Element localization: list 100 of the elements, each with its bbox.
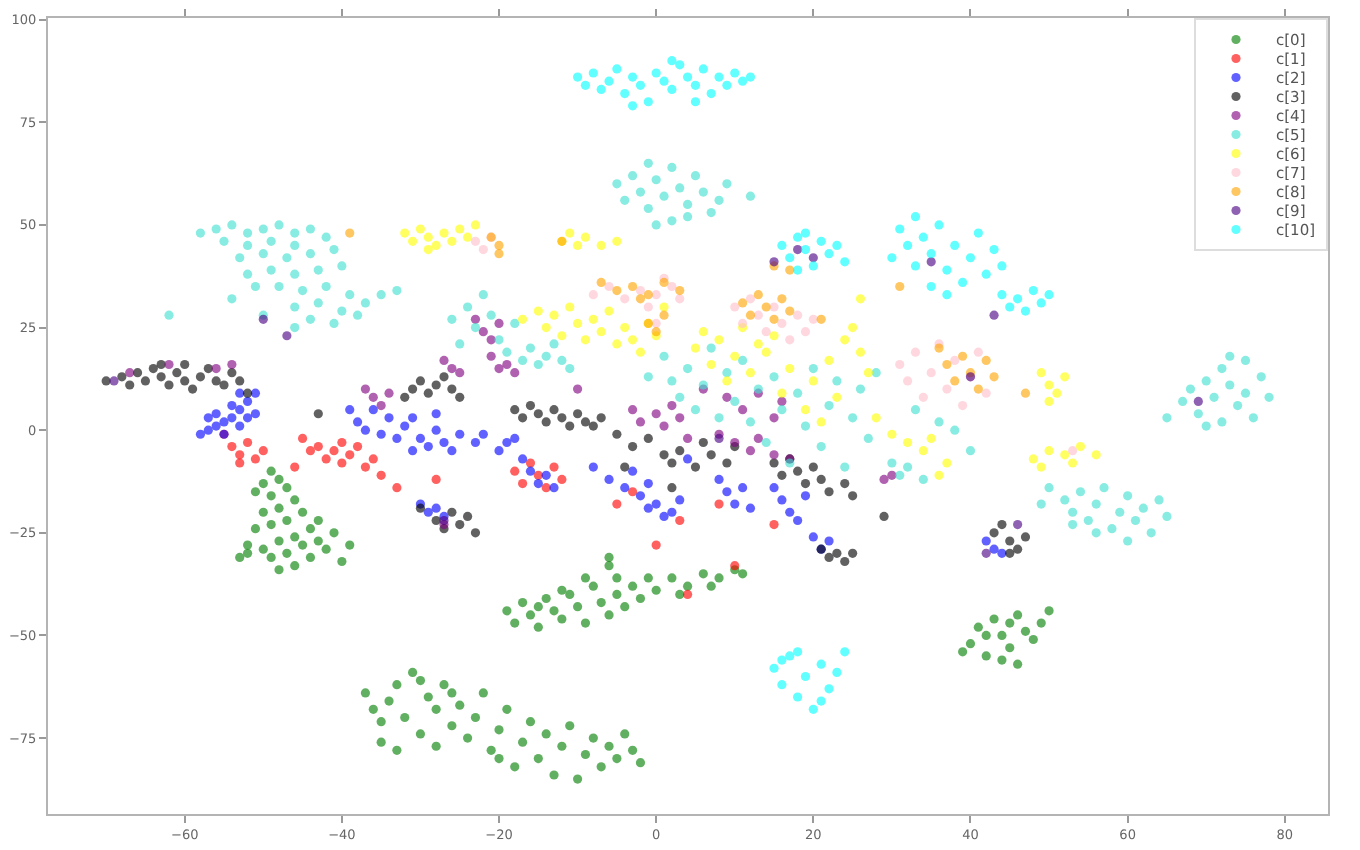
point xyxy=(738,298,748,308)
point xyxy=(1068,446,1078,456)
point xyxy=(981,355,991,365)
point xyxy=(478,327,488,337)
point xyxy=(628,487,638,497)
point xyxy=(360,462,371,472)
point xyxy=(816,314,826,324)
point xyxy=(926,257,936,267)
point xyxy=(502,359,512,370)
point xyxy=(125,368,135,378)
point xyxy=(769,519,779,530)
point xyxy=(1013,519,1023,530)
point xyxy=(510,466,520,476)
point xyxy=(549,462,559,472)
point xyxy=(164,359,174,370)
point xyxy=(109,376,119,386)
point xyxy=(793,310,803,320)
point xyxy=(290,462,300,472)
point xyxy=(431,474,441,485)
point xyxy=(777,318,787,329)
point xyxy=(973,384,983,394)
point xyxy=(525,458,536,468)
point xyxy=(942,384,952,394)
point xyxy=(470,236,481,246)
point xyxy=(596,277,606,287)
point xyxy=(761,327,771,337)
point xyxy=(470,314,481,324)
point xyxy=(447,363,457,374)
point xyxy=(612,499,622,509)
point xyxy=(557,474,567,485)
point xyxy=(345,450,355,460)
point xyxy=(635,294,646,304)
point xyxy=(659,421,669,431)
point xyxy=(981,388,991,398)
point xyxy=(321,454,331,464)
point xyxy=(667,281,677,292)
point xyxy=(745,310,756,320)
point xyxy=(541,483,551,493)
point xyxy=(659,310,669,320)
point xyxy=(643,302,653,312)
point xyxy=(360,384,371,394)
point xyxy=(1020,388,1031,398)
point xyxy=(250,454,261,464)
point xyxy=(337,458,347,468)
point xyxy=(950,376,960,386)
point xyxy=(368,454,378,464)
point xyxy=(1193,396,1203,407)
point xyxy=(926,368,936,378)
point xyxy=(635,417,646,427)
point xyxy=(368,392,378,402)
point xyxy=(242,437,253,448)
point xyxy=(973,347,983,357)
point xyxy=(628,405,638,415)
point xyxy=(651,290,661,300)
point xyxy=(478,244,488,255)
point xyxy=(675,515,685,526)
point xyxy=(235,458,245,468)
point xyxy=(675,294,685,304)
point xyxy=(588,290,598,300)
point xyxy=(808,253,818,263)
point xyxy=(612,285,622,296)
point xyxy=(651,540,661,550)
point xyxy=(376,400,386,411)
point xyxy=(651,409,661,419)
point xyxy=(345,228,355,238)
point xyxy=(753,290,763,300)
point xyxy=(643,290,653,300)
point xyxy=(769,413,779,423)
point xyxy=(745,294,756,304)
point xyxy=(635,285,646,296)
point xyxy=(722,392,732,402)
point xyxy=(895,281,905,292)
point xyxy=(942,359,952,370)
point xyxy=(313,441,323,452)
point xyxy=(753,433,763,443)
point xyxy=(455,368,465,378)
point xyxy=(376,470,386,480)
point xyxy=(958,400,968,411)
point xyxy=(895,359,905,370)
point xyxy=(675,413,685,423)
point xyxy=(910,347,921,357)
point xyxy=(918,392,928,402)
point xyxy=(486,351,496,361)
point xyxy=(211,363,221,374)
point xyxy=(384,388,394,398)
point xyxy=(785,265,795,275)
point xyxy=(785,335,795,345)
point xyxy=(510,368,520,378)
point xyxy=(282,331,292,341)
point xyxy=(714,499,724,509)
point xyxy=(486,335,496,345)
point xyxy=(745,446,756,456)
point xyxy=(392,483,402,493)
point xyxy=(675,285,685,296)
point xyxy=(494,318,504,329)
point xyxy=(761,302,771,312)
point xyxy=(573,384,583,394)
point xyxy=(494,249,504,259)
point xyxy=(683,589,693,599)
point xyxy=(777,294,787,304)
